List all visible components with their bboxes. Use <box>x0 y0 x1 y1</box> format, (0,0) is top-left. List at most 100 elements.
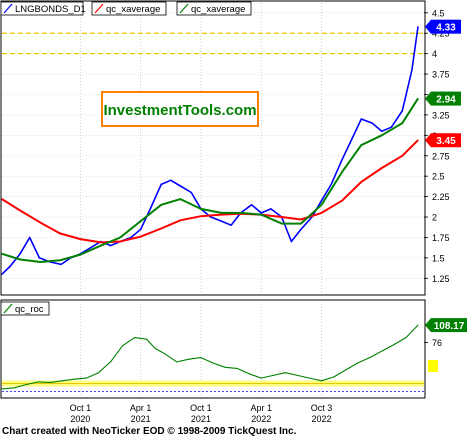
last-value-label-0: 4.33 <box>425 19 461 34</box>
price-y-tick-label: 2.75 <box>432 151 450 161</box>
price-data-point <box>1 198 3 200</box>
price-data-point <box>260 212 262 214</box>
x-tick-label-year: 2021 <box>131 414 151 424</box>
osc-data-point <box>296 374 298 376</box>
price-data-point <box>160 227 162 230</box>
price-data-point <box>1 273 3 275</box>
price-data-point <box>179 198 182 200</box>
price-legend: LNGBONDS_D1 qc_xaverage qc_xaverage <box>0 1 252 16</box>
osc-data-point <box>260 377 262 379</box>
legend-item-xaverage-red[interactable]: qc_xaverage <box>91 1 167 16</box>
price-data-point <box>38 257 40 259</box>
x-tick-label-year: 2022 <box>311 414 331 424</box>
oscillator-y-axis: 76 <box>424 338 442 348</box>
price-data-point <box>29 236 31 239</box>
legend-swatch-blue <box>3 3 13 14</box>
price-data-point <box>140 228 142 230</box>
price-reference-lines <box>2 32 424 55</box>
legend-label-qc-roc: qc_roc <box>15 304 44 315</box>
osc-data-point <box>176 361 178 363</box>
osc-data-point <box>73 378 75 380</box>
price-data-point <box>281 222 283 225</box>
oscillator-reference-lines <box>2 380 424 393</box>
last-value-text: 4.33 <box>436 23 456 34</box>
price-data-point <box>119 236 121 239</box>
price-y-tick-label: 4 <box>432 49 437 59</box>
price-data-point <box>140 236 142 238</box>
osc-data-point <box>188 358 190 360</box>
price-data-point <box>300 222 302 225</box>
price-data-point <box>341 159 343 161</box>
price-data-point <box>341 200 343 202</box>
osc-data-point <box>405 337 407 339</box>
price-grid <box>2 3 424 293</box>
price-data-point <box>160 183 162 185</box>
x-tick-label-year: 2021 <box>191 414 211 424</box>
osc-data-point <box>37 381 39 383</box>
osc-data-point <box>200 357 202 359</box>
price-y-tick-label: 3.75 <box>432 70 450 80</box>
price-y-tick-label: 2.25 <box>432 192 450 202</box>
footer-credit: Chart created with NeoTicker EOD © 1998-… <box>2 426 297 437</box>
osc-data-point <box>134 337 136 339</box>
price-data-point <box>417 26 419 28</box>
x-tick-label: Oct 1 <box>70 403 92 413</box>
osc-series-line-0 <box>1 324 419 390</box>
osc-data-point <box>25 384 27 386</box>
price-y-tick-label: 1.5 <box>432 253 445 263</box>
oscillator-grid <box>79 304 322 397</box>
price-data-point <box>360 144 362 146</box>
legend-swatch-green <box>179 3 189 14</box>
price-data-point <box>149 208 151 210</box>
price-data-point <box>401 122 403 124</box>
price-data-point <box>39 222 42 224</box>
osc-data-point <box>369 357 371 359</box>
osc-data-point <box>146 338 148 340</box>
legend-swatch-red <box>94 3 104 14</box>
price-data-point <box>209 216 212 218</box>
oscillator-panel: 76 108.17 qc_roc <box>0 299 467 399</box>
price-y-tick-label: 1.25 <box>432 274 450 284</box>
price-data-point <box>270 208 272 210</box>
osc-y-tick-label: 76 <box>432 338 442 348</box>
legend-item-xaverage-green[interactable]: qc_xaverage <box>176 1 252 16</box>
price-data-point <box>230 224 232 226</box>
price-data-point <box>381 167 383 169</box>
last-value-text: 2.94 <box>436 95 456 106</box>
osc-data-point <box>13 387 15 389</box>
last-value-label-2: 2.94 <box>425 91 461 106</box>
legend-item-qc-roc[interactable]: qc_roc <box>0 301 50 316</box>
price-data-point <box>401 155 403 157</box>
price-y-tick-label: 2.5 <box>432 172 445 182</box>
osc-data-point <box>357 362 359 364</box>
price-data-point <box>200 215 202 217</box>
price-data-point <box>290 240 292 243</box>
osc-data-point <box>164 353 166 355</box>
price-data-point <box>220 212 223 214</box>
price-panel: 4.54.2543.753.53.2532.752.52.2521.751.51… <box>0 0 461 296</box>
oscillator-series <box>1 324 419 390</box>
x-tick-label: Oct 3 <box>311 403 333 413</box>
legend-label-xaverage-green: qc_xaverage <box>191 4 245 15</box>
price-data-point <box>371 122 373 124</box>
price-data-point <box>320 200 323 202</box>
price-data-point <box>330 183 332 185</box>
price-data-point <box>89 247 91 249</box>
price-data-point <box>59 232 61 234</box>
price-y-tick-label: 1.75 <box>432 233 450 243</box>
price-data-point <box>59 259 61 261</box>
last-value-text: 3.45 <box>436 136 456 147</box>
osc-last-value-label: 108.17 <box>425 318 467 333</box>
price-data-point <box>260 213 262 216</box>
price-data-point <box>381 130 383 132</box>
price-data-point <box>9 265 12 267</box>
price-data-point <box>179 219 182 221</box>
price-data-point <box>250 204 253 206</box>
osc-data-point <box>61 380 63 382</box>
price-data-point <box>79 238 81 240</box>
price-data-point <box>417 139 419 141</box>
osc-data-point <box>122 345 124 347</box>
price-data-point <box>1 253 3 255</box>
osc-data-point <box>97 372 99 374</box>
legend-item-lngbonds[interactable]: LNGBONDS_D1 <box>0 1 86 16</box>
